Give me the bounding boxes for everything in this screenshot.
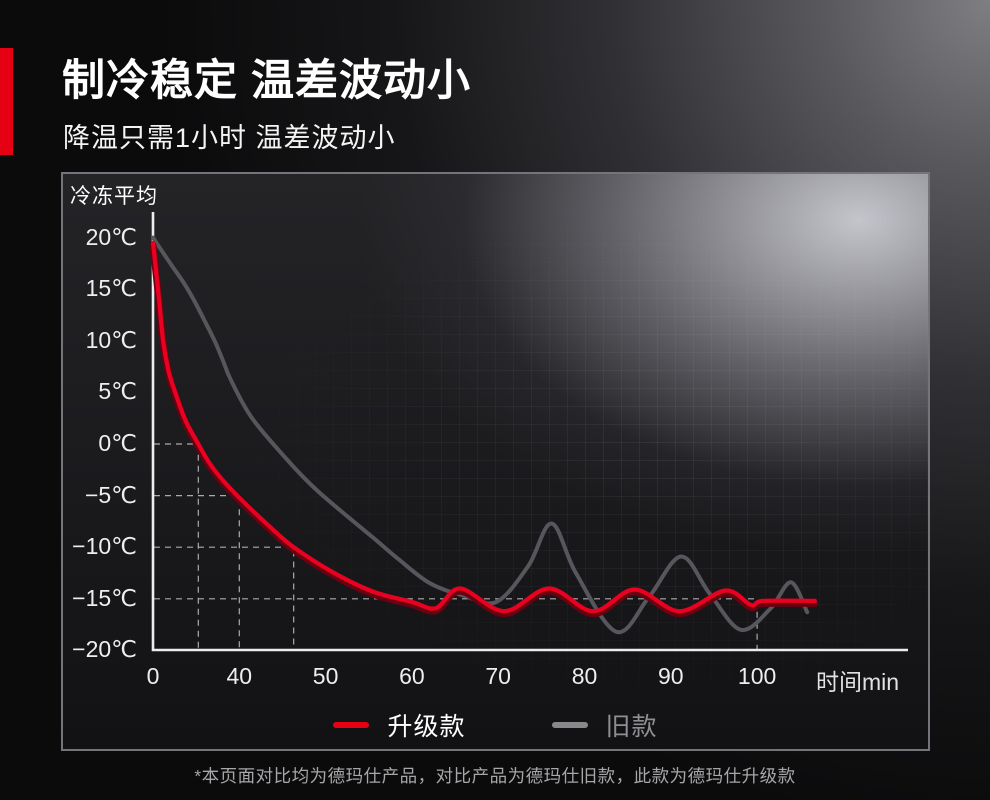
y-tick-label: −20℃ xyxy=(72,636,137,663)
chart-legend: 升级款 旧款 xyxy=(61,708,930,742)
x-tick-label: 0 xyxy=(146,663,160,689)
x-axis-title: 时间min xyxy=(816,669,900,695)
x-tick-label: 90 xyxy=(658,663,684,689)
legend-item-old: 旧款 xyxy=(551,707,658,743)
y-tick-label: −15℃ xyxy=(72,584,137,611)
x-tick-label: 40 xyxy=(226,663,253,689)
y-tick-label: 0℃ xyxy=(98,430,137,456)
chart-title: 冷冻平均 xyxy=(70,185,158,208)
y-tick-label: 5℃ xyxy=(98,378,137,405)
x-tick-label: 50 xyxy=(312,663,339,689)
legend-item-upgrade: 升级款 xyxy=(333,707,465,743)
x-tick-label: 80 xyxy=(571,663,598,689)
red-accent-bar xyxy=(0,48,13,155)
y-tick-label: −10℃ xyxy=(72,533,137,560)
x-tick-label: 60 xyxy=(399,663,425,689)
legend-label-upgrade: 升级款 xyxy=(387,713,466,741)
old-line-swatch xyxy=(551,722,588,728)
page-title: 制冷稳定 温差波动小 xyxy=(62,57,471,105)
legend-label-old: 旧款 xyxy=(605,713,658,741)
y-tick-label: 10℃ xyxy=(85,326,137,353)
x-tick-label: 100 xyxy=(737,663,777,689)
y-tick-label: −5℃ xyxy=(84,481,137,508)
footer-disclaimer: *本页面对比均为德玛仕产品，对比产品为德玛仕旧款，此款为德玛仕升级款 xyxy=(194,766,796,786)
page-subtitle: 降温只需1小时 温差波动小 xyxy=(63,123,396,153)
x-tick-label: 70 xyxy=(485,663,511,689)
y-tick-label: 15℃ xyxy=(85,275,137,302)
upgrade-line-swatch xyxy=(333,722,370,728)
y-tick-label: 20℃ xyxy=(85,223,137,250)
